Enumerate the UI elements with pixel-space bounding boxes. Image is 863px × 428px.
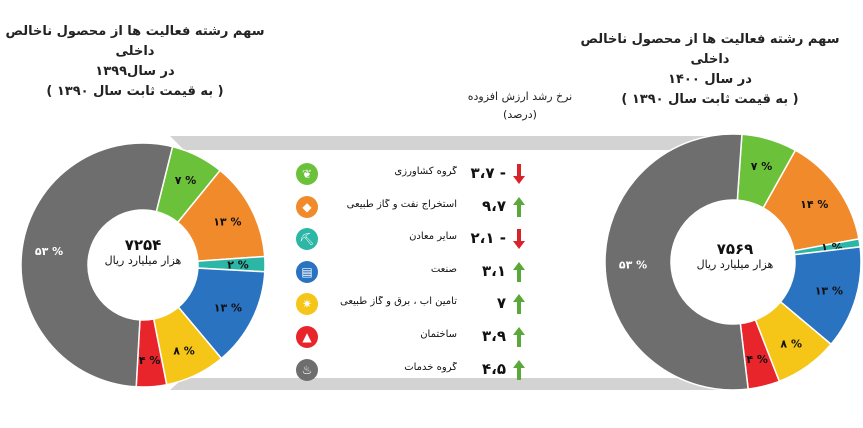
right-center: ۷۵۶۹ هزار میلیارد ریال	[680, 240, 790, 271]
growth-value: ۲،۱ -	[470, 229, 506, 248]
slice-label-oil_gas: ۱۴ %	[800, 198, 828, 211]
helmet-icon: ▲	[296, 326, 318, 348]
wheat-icon: ❦	[296, 163, 318, 185]
arrow-up-icon	[513, 294, 525, 315]
left-chart-title: سهم رشته فعالیت ها از محصول ناخالص داخلی…	[0, 22, 270, 102]
slice-label-mining: ۲ %	[227, 258, 249, 271]
growth-value: ۳،۹	[481, 327, 506, 345]
slice-label-oil_gas: ۱۳ %	[213, 215, 241, 228]
slice-label-agriculture: ۷ %	[751, 160, 773, 173]
legend-row-mining: ⛏ سایر معادن ۲،۱ -	[296, 227, 536, 251]
left-title-line3: ( به قیمت ثابت سال ۱۳۹۰ )	[46, 84, 224, 99]
slice-label-industry: ۱۳ %	[214, 302, 242, 315]
slice-label-industry: ۱۳ %	[815, 285, 843, 298]
right-title-line1: سهم رشته فعالیت ها از محصول ناخالص داخلی	[580, 32, 840, 67]
mine-cart-icon: ⛏	[296, 228, 318, 251]
legend-label: تأمین آب ، برق و گاز طبیعی	[340, 296, 457, 308]
arrow-up-icon	[513, 327, 525, 347]
right-title-line2: در سال ۱۴۰۰	[668, 72, 752, 87]
legend-label: سایر معادن	[409, 231, 457, 243]
right-chart-title: سهم رشته فعالیت ها از محصول ناخالص داخلی…	[560, 30, 860, 110]
left-title-line1: سهم رشته فعالیت ها از محصول ناخالص داخلی	[5, 24, 265, 59]
left-center: ۷۲۵۴ هزار میلیارد ریال	[93, 236, 193, 267]
legend-label: استخراج نفت و گاز طبیعی	[346, 198, 457, 210]
donut-hole	[88, 210, 198, 320]
service-bell-icon: ♨	[296, 358, 318, 381]
arrow-down-icon	[513, 164, 525, 184]
slice-label-utilities: ۸ %	[173, 345, 195, 358]
arrow-down-icon	[513, 229, 525, 250]
growth-value: ۹،۷	[481, 196, 506, 215]
growth-value: ۴،۵	[481, 359, 506, 378]
legend-label: صنعت	[430, 263, 457, 275]
right-title-line3: ( به قیمت ثابت سال ۱۳۹۰ )	[621, 92, 799, 107]
growth-value: ۳،۷ -	[470, 164, 506, 182]
growth-header-line2: (درصد)	[503, 108, 537, 121]
right-total: ۷۵۶۹	[716, 240, 754, 258]
growth-value: ۳،۱	[481, 261, 506, 280]
slice-label-construction: ۴ %	[139, 354, 161, 367]
slice-label-construction: ۴ %	[746, 353, 768, 366]
legend-row-oil_gas: ◆ استخراج نفت و گاز طبیعی ۹،۷	[296, 195, 536, 219]
growth-header-line1: نرخ رشد ارزش افزوده	[467, 90, 573, 103]
legend-row-services: ♨ گروه خدمات ۴،۵	[296, 358, 536, 382]
slice-label-services: ۵۳ %	[619, 258, 647, 271]
arrow-up-icon	[513, 359, 525, 380]
slice-label-utilities: ۸ %	[780, 337, 802, 350]
right-unit: هزار میلیارد ریال	[696, 258, 774, 271]
legend-label: ساختمان	[420, 329, 457, 340]
legend-row-agriculture: ❦ گروه کشاورزی ۳،۷ -	[296, 162, 536, 186]
slice-label-agriculture: ۷ %	[175, 174, 197, 187]
donut-hole	[671, 200, 795, 324]
legend-row-construction: ▲ ساختمان ۳،۹	[296, 325, 536, 349]
growth-rate-header: نرخ رشد ارزش افزوده (درصد)	[455, 88, 585, 124]
arrow-up-icon	[513, 261, 525, 282]
left-total: ۷۲۵۴	[124, 236, 162, 254]
oil-drop-icon: ◆	[296, 195, 318, 218]
legend-label: گروه کشاورزی	[394, 166, 457, 177]
left-title-line2: در سال۱۳۹۹	[95, 64, 175, 79]
donut-1400: ۷ %۱۴ %۱ %۱۳ %۸ %۴ %۵۳ %	[604, 133, 862, 391]
legend-row-utilities: ✷ تأمین آب ، برق و گاز طبیعی ۷	[296, 292, 536, 316]
left-unit: هزار میلیارد ریال	[104, 254, 182, 267]
factory-icon: ▤	[296, 260, 318, 283]
legend-label: گروه خدمات	[404, 361, 457, 373]
slice-label-services: ۵۳ %	[35, 245, 63, 258]
donut-1399: ۷ % ۱۳ % ۲ % ۱۳ % ۸ % ۴ % ۵۳ %	[20, 142, 266, 388]
growth-value: ۷	[496, 294, 506, 313]
arrow-up-icon	[513, 196, 525, 217]
bulb-icon: ✷	[296, 293, 318, 316]
legend-row-industry: ▤ صنعت ۳،۱	[296, 260, 536, 284]
